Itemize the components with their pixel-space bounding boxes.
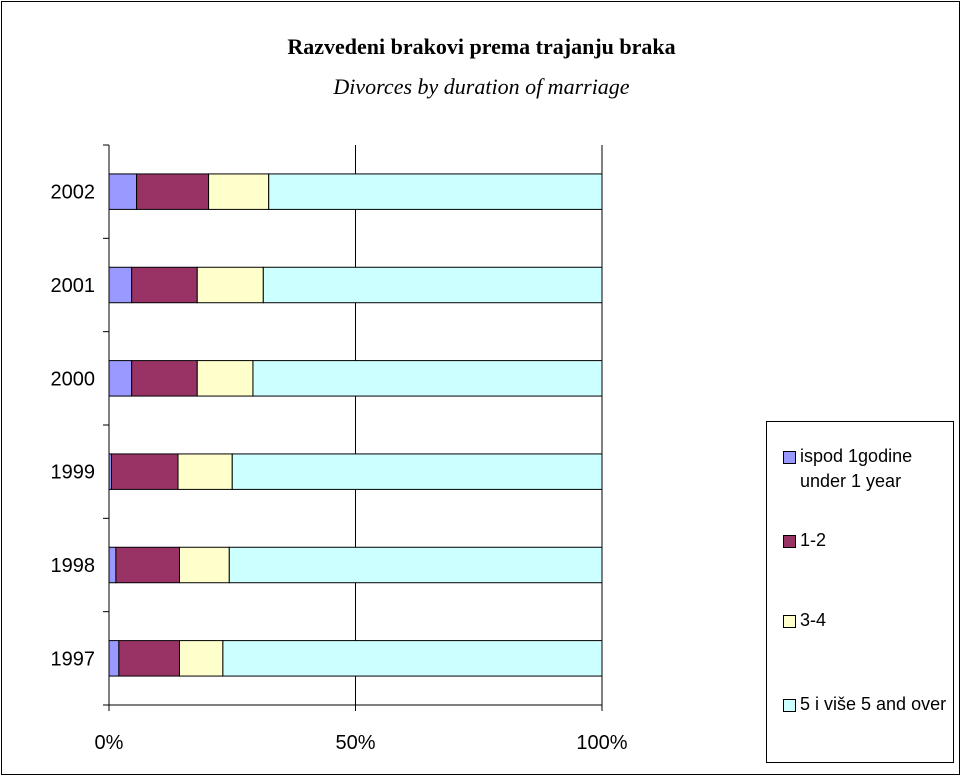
legend-swatch <box>783 451 796 464</box>
bar-segment <box>108 360 133 397</box>
bar-segment <box>252 360 603 397</box>
bar-segment <box>177 453 233 490</box>
legend-item: 5 i više 5 and over <box>783 692 949 717</box>
x-tick-label: 100% <box>576 732 627 754</box>
chart-subtitle: Divorces by duration of marriage <box>333 74 630 99</box>
legend-label: ispod 1godine under 1 year <box>800 446 913 491</box>
bar-segment <box>110 453 179 490</box>
y-tick-label: 1997 <box>51 648 96 670</box>
bar-segment <box>115 546 180 584</box>
bar-segment <box>136 173 210 210</box>
y-tick-label: 2002 <box>51 182 96 204</box>
chart-title: Razvedeni brakovi prema trajanju braka <box>287 34 676 59</box>
legend-label: 1-2 <box>800 530 827 550</box>
bar-segment <box>196 360 254 397</box>
bar-segment <box>108 640 120 677</box>
legend-label: 3-4 <box>800 610 827 630</box>
legend-item: 1-2 <box>783 528 949 553</box>
y-tick-label: 1999 <box>51 462 96 484</box>
bar-segment <box>108 173 138 210</box>
bar-segment <box>262 266 603 304</box>
y-tick-label: 1998 <box>51 555 96 577</box>
bar-segment <box>208 173 270 210</box>
legend-item: ispod 1godine under 1 year <box>783 444 949 494</box>
bar-segment <box>108 266 133 304</box>
legend-item: 3-4 <box>783 608 949 633</box>
bar-segment <box>178 546 230 584</box>
bar-segment <box>108 546 117 584</box>
x-tick-label: 50% <box>335 732 375 754</box>
bar-segment <box>131 360 198 397</box>
bar-segment <box>178 640 224 677</box>
legend-swatch <box>783 535 796 548</box>
y-tick-label: 2001 <box>51 275 96 297</box>
bar-segment <box>131 266 198 304</box>
legend: ispod 1godine under 1 year 1-2 3-4 5 i više… <box>766 421 954 763</box>
bar-segment <box>231 453 603 490</box>
bar-segment <box>196 266 264 304</box>
legend-swatch <box>783 699 796 712</box>
bar-segment <box>268 173 603 210</box>
x-tick-label: 0% <box>95 732 124 754</box>
legend-label: 5 i više 5 and over <box>800 694 947 714</box>
bar-segment <box>118 640 180 677</box>
y-tick-label: 2000 <box>51 368 96 390</box>
legend-swatch <box>783 615 796 628</box>
bar-segment <box>228 546 603 584</box>
bar-segment <box>222 640 603 677</box>
